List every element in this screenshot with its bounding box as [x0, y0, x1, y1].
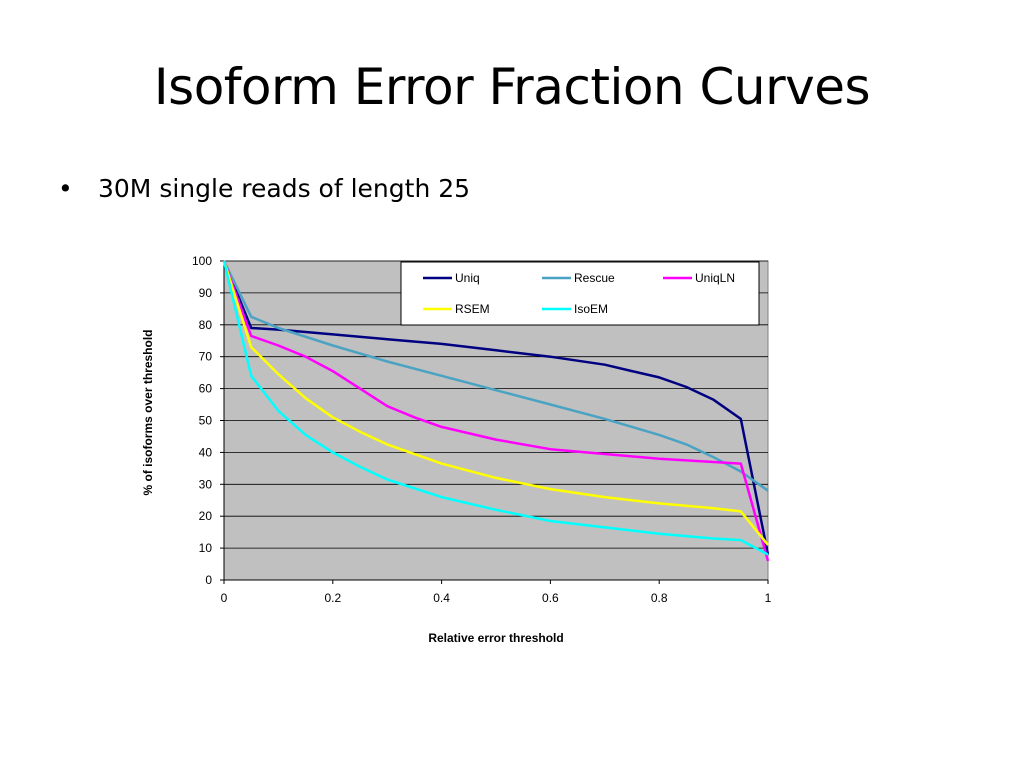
legend-label: IsoEM: [574, 302, 608, 316]
series-line-uniqln: [222, 260, 770, 562]
series-line-rescue: [222, 260, 769, 492]
y-tick-label: 20: [199, 509, 213, 523]
series-line-uniq: [222, 260, 770, 555]
bullet-text: 30M single reads of length 25: [98, 174, 471, 203]
x-tick-label: 0.8: [651, 591, 668, 605]
legend-label: UniqLN: [695, 271, 735, 285]
x-axis-title: Relative error threshold: [428, 631, 563, 645]
x-tick-label: 0.2: [324, 591, 341, 605]
bullet-item: • 30M single reads of length 25: [58, 174, 470, 203]
x-tick-label: 0: [221, 591, 228, 605]
y-tick-label: 80: [199, 318, 213, 332]
slide-title: Isoform Error Fraction Curves: [153, 58, 871, 116]
x-tick-label: 0.4: [433, 591, 450, 605]
x-tick-label: 1: [765, 591, 772, 605]
series-line-isoem: [222, 260, 769, 556]
y-tick-label: 40: [199, 445, 213, 459]
y-tick-label: 0: [205, 573, 212, 587]
bullet-icon: •: [58, 174, 73, 203]
y-axis-title: % of isoforms over threshold: [141, 329, 155, 495]
y-tick-label: 30: [199, 477, 213, 491]
y-tick-label: 100: [192, 254, 212, 268]
y-tick-label: 50: [199, 414, 213, 428]
y-tick-label: 60: [199, 382, 213, 396]
legend-label: Uniq: [455, 271, 480, 285]
x-tick-label: 0.6: [542, 591, 559, 605]
legend-label: Rescue: [574, 271, 615, 285]
legend-label: RSEM: [455, 302, 490, 316]
y-tick-label: 10: [199, 541, 213, 555]
legend-box: [400, 261, 760, 326]
series-line-rsem: [222, 260, 769, 546]
y-tick-label: 70: [199, 350, 213, 364]
y-tick-label: 90: [199, 286, 213, 300]
